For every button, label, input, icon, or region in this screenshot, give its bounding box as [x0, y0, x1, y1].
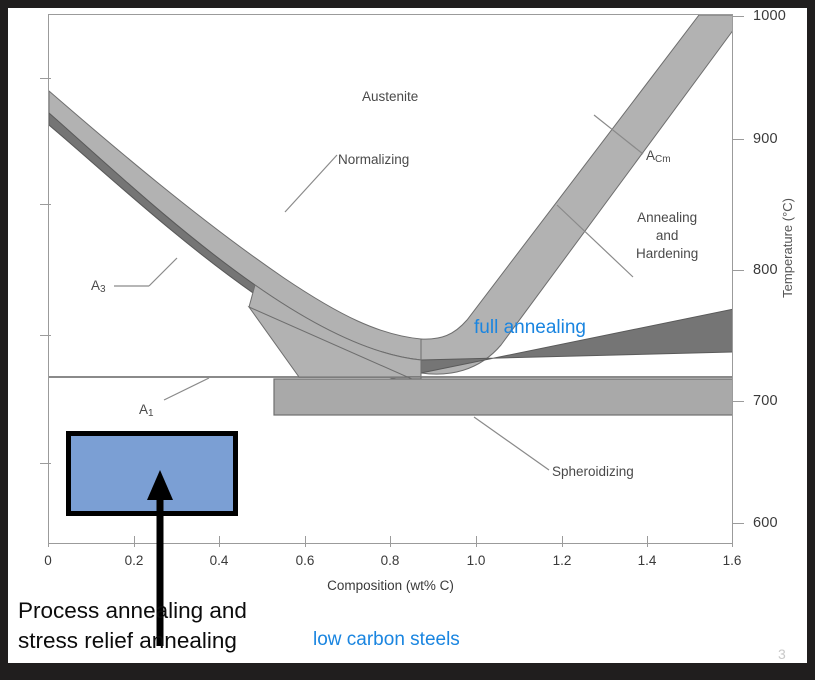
label-a1: A1: [139, 401, 154, 420]
x-tick-label-14: 1.4: [637, 553, 657, 568]
label-full-annealing: full annealing: [474, 317, 586, 338]
y-tick-label-600: 600: [753, 515, 778, 531]
spheroidizing-band-shape: [273, 378, 732, 416]
label-acm-sub: Cm: [655, 154, 671, 165]
label-annealing-and-hardening: Annealing and Hardening: [636, 209, 698, 262]
y-tick-600: [733, 523, 744, 524]
a1-leader-line: [163, 377, 210, 401]
x-tick-02: [134, 536, 135, 547]
y-tick-1000: [733, 16, 744, 17]
x-tick-14: [647, 536, 648, 547]
y-tick-label-700: 700: [753, 393, 778, 409]
acm-band-shape: [420, 15, 732, 375]
process-annealing-highlight-box: [66, 431, 238, 516]
label-annealing-line1: Annealing: [637, 210, 698, 225]
y-axis-title: Temperature (°C): [780, 198, 795, 298]
label-a3-sub: 3: [100, 284, 106, 295]
x-tick-06: [305, 536, 306, 547]
page-number: 3: [778, 646, 786, 662]
x-tick-12: [562, 536, 563, 547]
x-tick-label-12: 1.2: [552, 553, 572, 568]
acm-leader-line: [593, 114, 644, 155]
y-minor-tick-950: [40, 78, 51, 79]
label-austenite: Austenite: [362, 89, 419, 104]
x-tick-label-06: 0.6: [295, 553, 315, 568]
x-tick-label-08: 0.8: [380, 553, 400, 568]
y-tick-label-900: 900: [753, 131, 778, 147]
label-a3: A3: [91, 277, 106, 296]
y-tick-label-800: 800: [753, 262, 778, 278]
x-tick-16: [732, 536, 733, 547]
y-minor-tick-850: [40, 204, 51, 205]
caption-line-1: Process annealing and: [18, 598, 247, 623]
label-acm: ACm: [646, 147, 671, 166]
x-tick-04: [219, 536, 220, 547]
spheroidizing-leader-line: [473, 416, 550, 471]
x-tick-0: [48, 536, 49, 547]
label-annealing-line2: and: [655, 227, 679, 243]
caption-line-2: stress relief annealing: [18, 628, 237, 654]
caption-text: Process annealing and stress relief anne…: [18, 596, 318, 657]
y-tick-700: [733, 401, 744, 402]
full-annealing-band-shape: [49, 112, 732, 374]
callout-arrow-icon: [147, 470, 173, 646]
label-acm-base: A: [646, 148, 656, 163]
x-tick-label-04: 0.4: [209, 553, 229, 568]
label-spheroidizing: Spheroidizing: [552, 464, 634, 479]
normalizing-band-shape: [49, 90, 422, 374]
label-normalizing: Normalizing: [338, 152, 410, 167]
y-tick-900: [733, 139, 744, 140]
label-a3-base: A: [91, 278, 101, 293]
y-tick-label-1000: 1000: [753, 8, 787, 24]
phase-diagram-svg: [49, 15, 732, 471]
x-tick-label-02: 0.2: [124, 553, 144, 568]
x-tick-08: [390, 536, 391, 547]
label-annealing-line3: Hardening: [636, 245, 699, 261]
annealing-hardening-leader-line: [556, 204, 634, 278]
label-a1-sub: 1: [148, 408, 154, 419]
y-tick-800: [733, 270, 744, 271]
normalizing-leader-line: [284, 154, 338, 213]
x-axis-title: Composition (wt% C): [327, 578, 454, 593]
x-tick-label-0: 0: [44, 553, 52, 568]
y-minor-tick-650: [40, 463, 51, 464]
caption-blue-note: low carbon steels: [313, 629, 460, 650]
slide-canvas: Austenite Normalizing ACm Annealing and …: [8, 8, 807, 663]
x-tick-label-10: 1.0: [466, 553, 486, 568]
a3-leader-line-2: [148, 257, 178, 287]
label-a1-base: A: [139, 402, 149, 417]
x-tick-10: [476, 536, 477, 547]
a3-eutectoid-wedge-shape: [247, 305, 422, 384]
y-minor-tick-750: [40, 335, 51, 336]
x-tick-label-16: 1.6: [722, 553, 742, 568]
